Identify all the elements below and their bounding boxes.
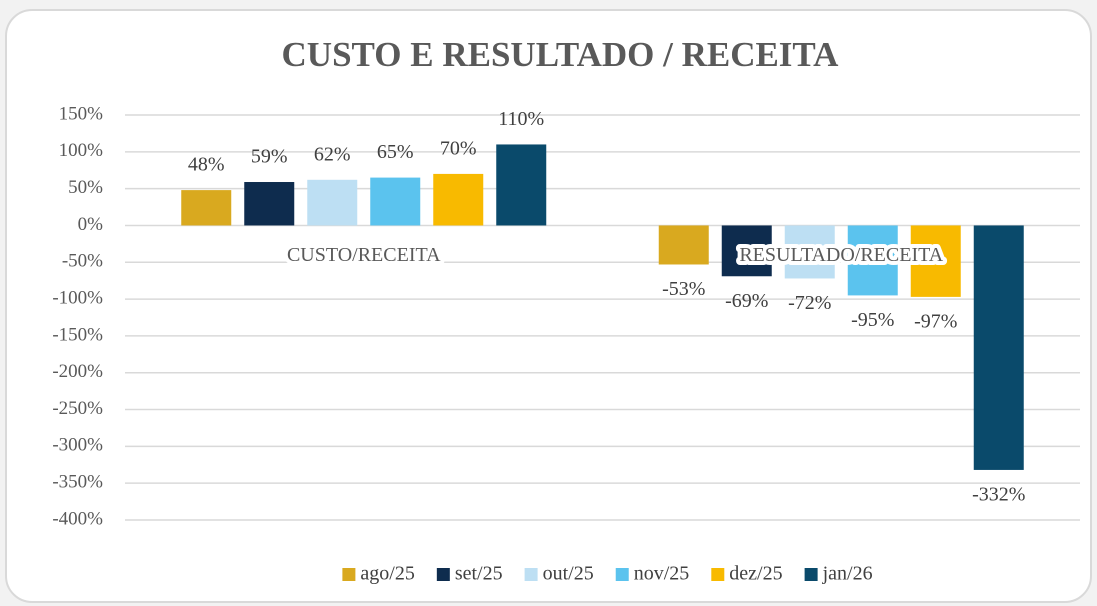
data-label: 62% [314, 143, 351, 165]
data-label: -332% [972, 484, 1025, 506]
category-label: CUSTO/RECEITA [287, 244, 441, 266]
legend-swatch [342, 568, 356, 581]
y-tick-label: 150% [59, 103, 104, 124]
legend-swatch [804, 568, 818, 581]
bar [847, 225, 898, 296]
bar [307, 179, 358, 226]
legend-label: nov/25 [634, 563, 690, 585]
bar [370, 177, 421, 226]
data-label: 48% [188, 154, 225, 176]
legend-swatch [615, 568, 629, 581]
data-label: 110% [498, 108, 544, 130]
data-label: -97% [914, 310, 957, 332]
y-tick-label: -50% [62, 251, 103, 272]
legend-label: set/25 [455, 563, 503, 585]
y-tick-label: -100% [52, 287, 103, 308]
legend-swatch [711, 568, 725, 581]
chart-card [5, 9, 1092, 603]
legend-swatch [436, 568, 450, 581]
y-tick-label: 100% [59, 140, 104, 161]
category-label: RESULTADO/RECEITA [739, 244, 943, 266]
data-label: 70% [440, 138, 477, 160]
bar [910, 225, 961, 297]
y-tick-label: -400% [52, 508, 103, 529]
legend-label: dez/25 [729, 563, 782, 585]
y-tick-label: 0% [78, 214, 104, 235]
bar [181, 190, 232, 226]
y-tick-label: -350% [52, 472, 103, 493]
data-label: 65% [377, 141, 414, 163]
data-label: -72% [788, 292, 831, 314]
bar [496, 144, 547, 226]
legend-label: ago/25 [360, 563, 414, 585]
data-label: -95% [851, 309, 894, 331]
legend-swatch [524, 568, 538, 581]
bar [721, 225, 772, 277]
legend-label: out/25 [543, 563, 594, 585]
bar [433, 173, 484, 226]
bar [973, 225, 1024, 470]
y-tick-label: -150% [52, 324, 103, 345]
y-tick-label: -250% [52, 398, 103, 419]
data-label: -69% [725, 290, 768, 312]
legend: ago/25 set/25 out/25 nov/25 dez/25 jan/26 [342, 563, 873, 585]
y-tick-label: -200% [52, 361, 103, 382]
legend-label: jan/26 [822, 563, 873, 585]
bar [244, 182, 295, 226]
bar [658, 225, 709, 265]
data-label: 59% [251, 146, 288, 168]
chart-title: CUSTO E RESULTADO / RECEITA [282, 35, 840, 74]
y-tick-label: 50% [68, 177, 103, 198]
bar [784, 225, 835, 279]
data-label: -53% [662, 278, 705, 300]
y-tick-label: -300% [52, 435, 103, 456]
